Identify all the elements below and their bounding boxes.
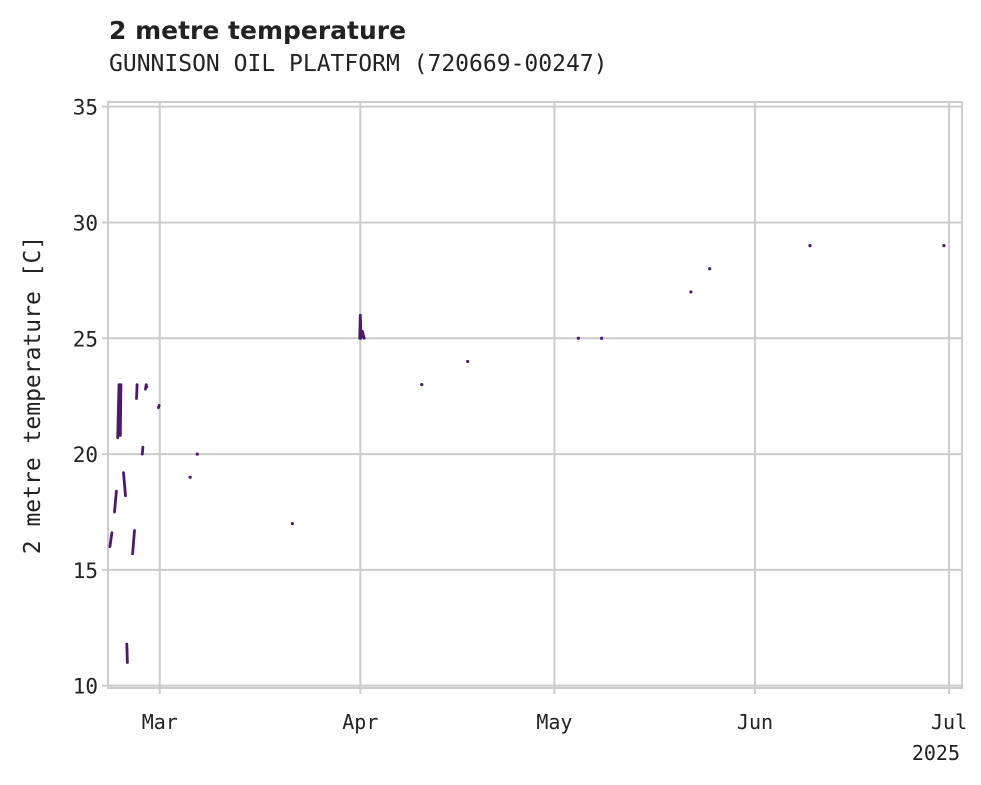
temperature-line-segment (358, 313, 366, 340)
temperature-line-segment (122, 471, 127, 498)
temperature-line-segment (135, 383, 139, 400)
y-tick-label: 15 (73, 559, 98, 583)
temperature-line-segment (131, 529, 136, 556)
y-tick-label: 25 (73, 327, 98, 351)
plot-frame (107, 101, 963, 689)
temperature-point (195, 452, 199, 456)
x-tick-label: Jun (737, 710, 773, 734)
x-tick-label: Jul (931, 710, 967, 734)
temperature-point (600, 336, 604, 340)
temperature-line-segment (116, 383, 123, 440)
temperature-line-segment (157, 403, 161, 410)
temperature-point (576, 336, 580, 340)
temperature-point (708, 267, 712, 271)
y-axis-label: 2 metre temperature [C] (20, 236, 46, 555)
x-tick-label: May (536, 710, 572, 734)
temperature-point (466, 359, 470, 364)
temperature-point (420, 382, 424, 387)
temperature-line-segment (113, 489, 118, 514)
chart-title: 2 metre temperature (109, 16, 407, 45)
y-tick-label: 10 (73, 675, 98, 699)
y-tick-label: 35 (73, 96, 98, 120)
x-axis-year-label: 2025 (912, 741, 960, 765)
temperature-line-segment (108, 531, 114, 549)
temperature-line-segment (140, 445, 145, 456)
temperature-point (808, 244, 812, 248)
grid-lines (108, 102, 962, 688)
temperature-line-segment (144, 383, 149, 391)
temperature-point (689, 290, 693, 294)
temperature-point (942, 244, 946, 248)
temperature-line-segment (125, 642, 129, 664)
axis-ticks: 10 15 20 25 30 35 Mar Apr May Jun Jul (73, 96, 967, 734)
y-tick-label: 30 (73, 211, 98, 235)
x-tick-label: Mar (142, 710, 178, 734)
temperature-point (290, 521, 294, 526)
x-tick-label: Apr (342, 710, 378, 734)
temperature-point (188, 475, 192, 479)
temperature-series (108, 244, 946, 664)
chart-subtitle: GUNNISON OIL PLATFORM (720669-00247) (109, 51, 608, 77)
y-tick-label: 20 (73, 443, 98, 467)
